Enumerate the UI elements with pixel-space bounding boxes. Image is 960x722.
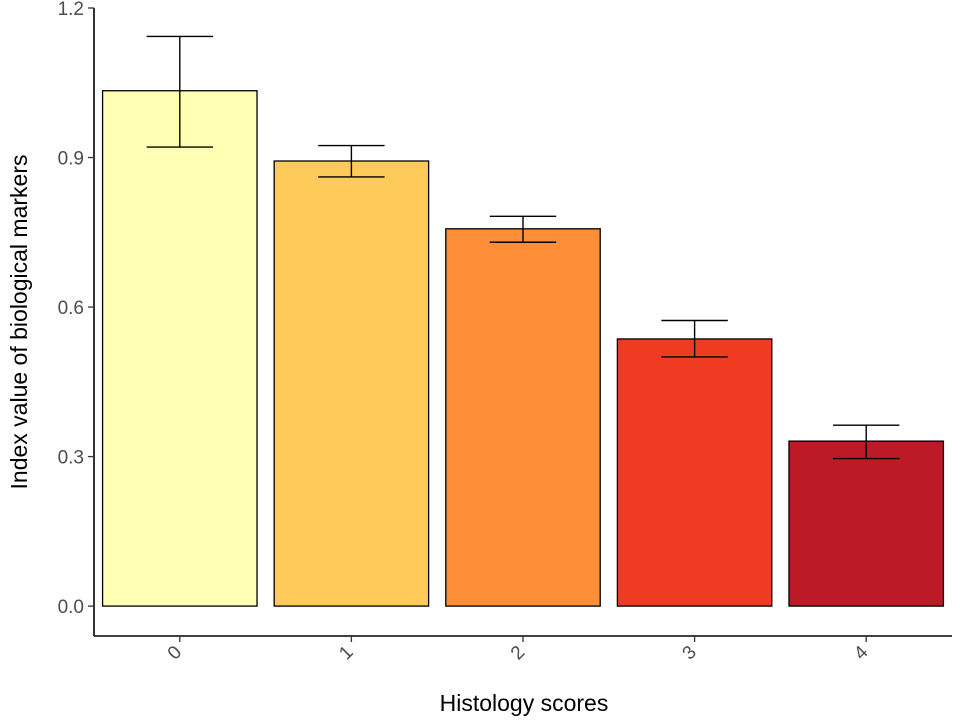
bar-4 (788, 440, 945, 607)
y-axis-title: Index value of biological markers (6, 155, 32, 490)
error-bars (146, 35, 900, 460)
y-axis-ticks: 0.0 0.3 0.6 0.9 1.2 (58, 0, 94, 618)
y-tick-label-1.2: 1.2 (58, 0, 84, 20)
bar-2 (445, 228, 601, 607)
y-tick-label-0.6: 0.6 (58, 298, 84, 319)
x-tick-label-1: 1 (335, 642, 357, 664)
x-axis-title: Histology scores (440, 690, 609, 716)
bars (101, 90, 945, 607)
bar-1 (273, 160, 430, 607)
bar-3 (616, 338, 773, 607)
x-axis-ticks: 0 1 2 3 4 (164, 636, 873, 664)
y-tick-label-0.9: 0.9 (58, 149, 84, 170)
x-tick-label-2: 2 (507, 642, 529, 664)
x-tick-label-3: 3 (679, 642, 701, 664)
y-tick-label-0.3: 0.3 (58, 448, 84, 469)
x-tick-label-0: 0 (164, 642, 186, 664)
y-tick-label-0.0: 0.0 (58, 597, 84, 618)
x-tick-label-4: 4 (850, 642, 873, 665)
bar-0 (101, 90, 258, 607)
